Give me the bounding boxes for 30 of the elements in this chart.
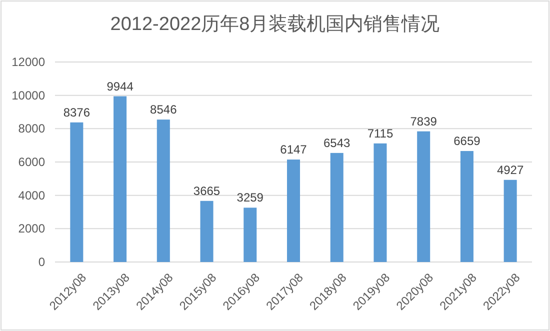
bar <box>70 122 84 262</box>
y-tick-label: 0 <box>38 255 46 269</box>
y-tick-label: 6000 <box>18 155 46 169</box>
data-label: 6543 <box>324 136 351 150</box>
bar <box>286 160 300 262</box>
bar <box>114 96 127 262</box>
bar <box>374 143 387 262</box>
y-tick-label: 12000 <box>12 55 46 69</box>
data-label: 4927 <box>496 162 524 177</box>
data-label: 7115 <box>367 126 394 140</box>
data-label: 7839 <box>410 114 438 128</box>
y-tick-label: 2000 <box>18 222 46 236</box>
chart-title: 2012-2022历年8月装载机国内销售情况 <box>110 14 440 35</box>
y-tick-label: 4000 <box>18 188 46 202</box>
data-label: 6659 <box>454 134 481 148</box>
y-tick-label: 10000 <box>12 88 46 102</box>
data-label: 8376 <box>63 105 90 120</box>
data-label: 3665 <box>193 184 220 198</box>
data-label: 6147 <box>280 142 308 157</box>
bar <box>460 151 474 262</box>
data-label: 9944 <box>106 79 134 94</box>
y-tick-label: 8000 <box>18 122 46 136</box>
bar <box>244 208 257 262</box>
data-label: 8546 <box>150 102 178 117</box>
bar <box>200 200 214 262</box>
bar <box>504 180 517 262</box>
bar <box>330 152 344 262</box>
data-label: 3259 <box>236 190 264 205</box>
bar <box>156 120 170 262</box>
bar <box>417 131 430 262</box>
